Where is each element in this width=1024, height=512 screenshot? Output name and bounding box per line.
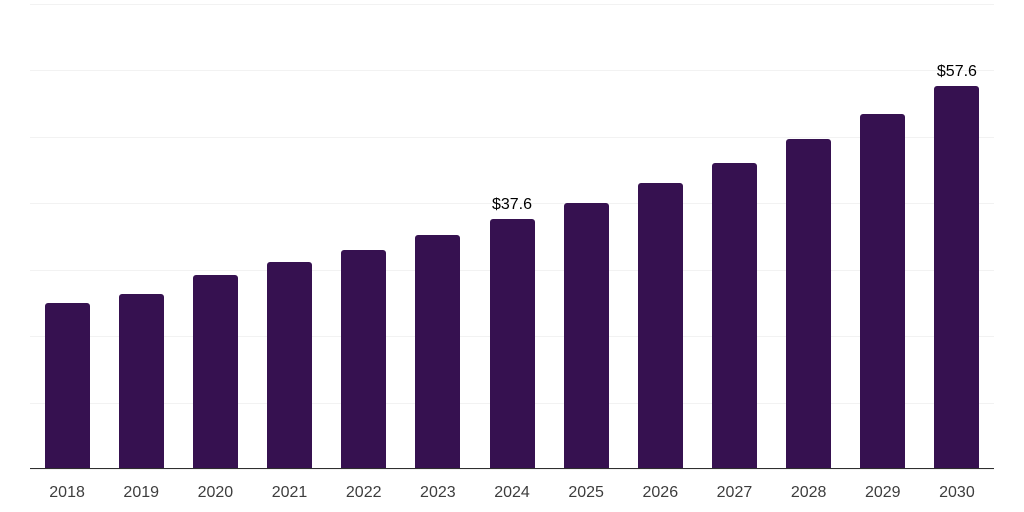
x-tick-label-2024: 2024 <box>494 484 530 501</box>
value-label-2024: $37.6 <box>491 196 533 214</box>
bar-2029 <box>860 114 906 469</box>
bar-2018 <box>44 302 90 469</box>
gridline-0 <box>30 469 994 470</box>
x-tick-label-2018: 2018 <box>49 484 85 501</box>
bar-2022 <box>341 249 387 469</box>
x-tick-label-2022: 2022 <box>345 484 382 501</box>
bar-2024 <box>489 219 535 469</box>
gridline-60 <box>30 70 994 72</box>
bar-2028 <box>786 138 832 469</box>
bar-2026 <box>637 183 683 469</box>
x-tick-label-2019: 2019 <box>123 484 160 501</box>
x-tick-label-2030: 2030 <box>939 484 975 501</box>
x-tick-label-2023: 2023 <box>420 484 456 501</box>
bar-2027 <box>711 162 757 469</box>
bar-2021 <box>267 262 313 469</box>
x-axis-line <box>30 468 994 469</box>
x-tick-label-2028: 2028 <box>790 484 827 501</box>
x-tick-label-2025: 2025 <box>568 484 604 501</box>
x-tick-label-2021: 2021 <box>271 484 308 501</box>
x-tick-label-2027: 2027 <box>716 484 753 501</box>
x-tick-label-2020: 2020 <box>197 484 234 501</box>
bar-2023 <box>415 235 461 469</box>
plot-area: $37.6 $57.6 <box>30 4 994 470</box>
bar-2025 <box>563 202 609 469</box>
gridline-40 <box>30 203 994 205</box>
bar-2030 <box>934 86 980 469</box>
x-tick-label-2026: 2026 <box>642 484 679 501</box>
bar-2020 <box>192 275 238 469</box>
gridline-70 <box>30 4 994 5</box>
bar-2019 <box>118 293 164 469</box>
value-label-2030: $57.6 <box>936 63 977 81</box>
x-tick-label-2029: 2029 <box>864 484 901 501</box>
gridline-50 <box>30 136 994 138</box>
